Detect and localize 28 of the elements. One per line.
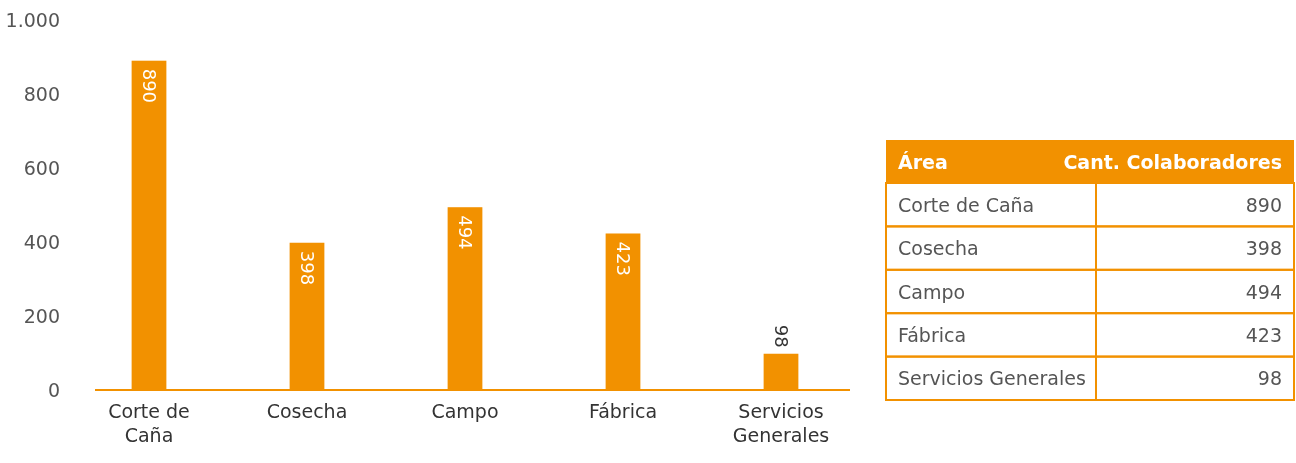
text: 423 <box>1245 323 1282 346</box>
x-tick-label: Corte de Caña <box>108 400 190 446</box>
x-tick-label: Servicios Generales <box>732 400 830 446</box>
text: 494 <box>1245 280 1282 303</box>
y-tick-label: 400 <box>23 231 60 253</box>
text: Campo <box>898 280 966 303</box>
y-tick-label: 0 <box>47 379 60 401</box>
y-tick-label: 1.000 <box>5 9 60 31</box>
y-tick-label: 600 <box>23 157 60 179</box>
text: Servicios Generales <box>898 367 1086 390</box>
y-tick-label: 800 <box>23 83 60 105</box>
text: 98 <box>1257 367 1282 390</box>
data-label: 890 <box>138 68 160 104</box>
data-label: 494 <box>454 215 476 250</box>
data-label: 98 <box>770 324 792 348</box>
text: Fábrica <box>898 323 967 346</box>
x-tick-label: Campo <box>431 400 499 422</box>
x-tick-label: Fábrica <box>588 400 658 422</box>
text: 398 <box>1245 237 1282 260</box>
data-label: 398 <box>296 250 318 286</box>
x-tick-label: Cosecha <box>266 400 348 422</box>
text: Área <box>898 150 948 173</box>
text: 890 <box>1245 193 1282 216</box>
y-tick-label: 200 <box>23 305 60 327</box>
data-label: 423 <box>612 241 634 276</box>
text: Corte de Caña <box>898 193 1035 216</box>
text: Cosecha <box>898 237 979 260</box>
text: Cant. Colaboradores <box>1063 150 1282 173</box>
